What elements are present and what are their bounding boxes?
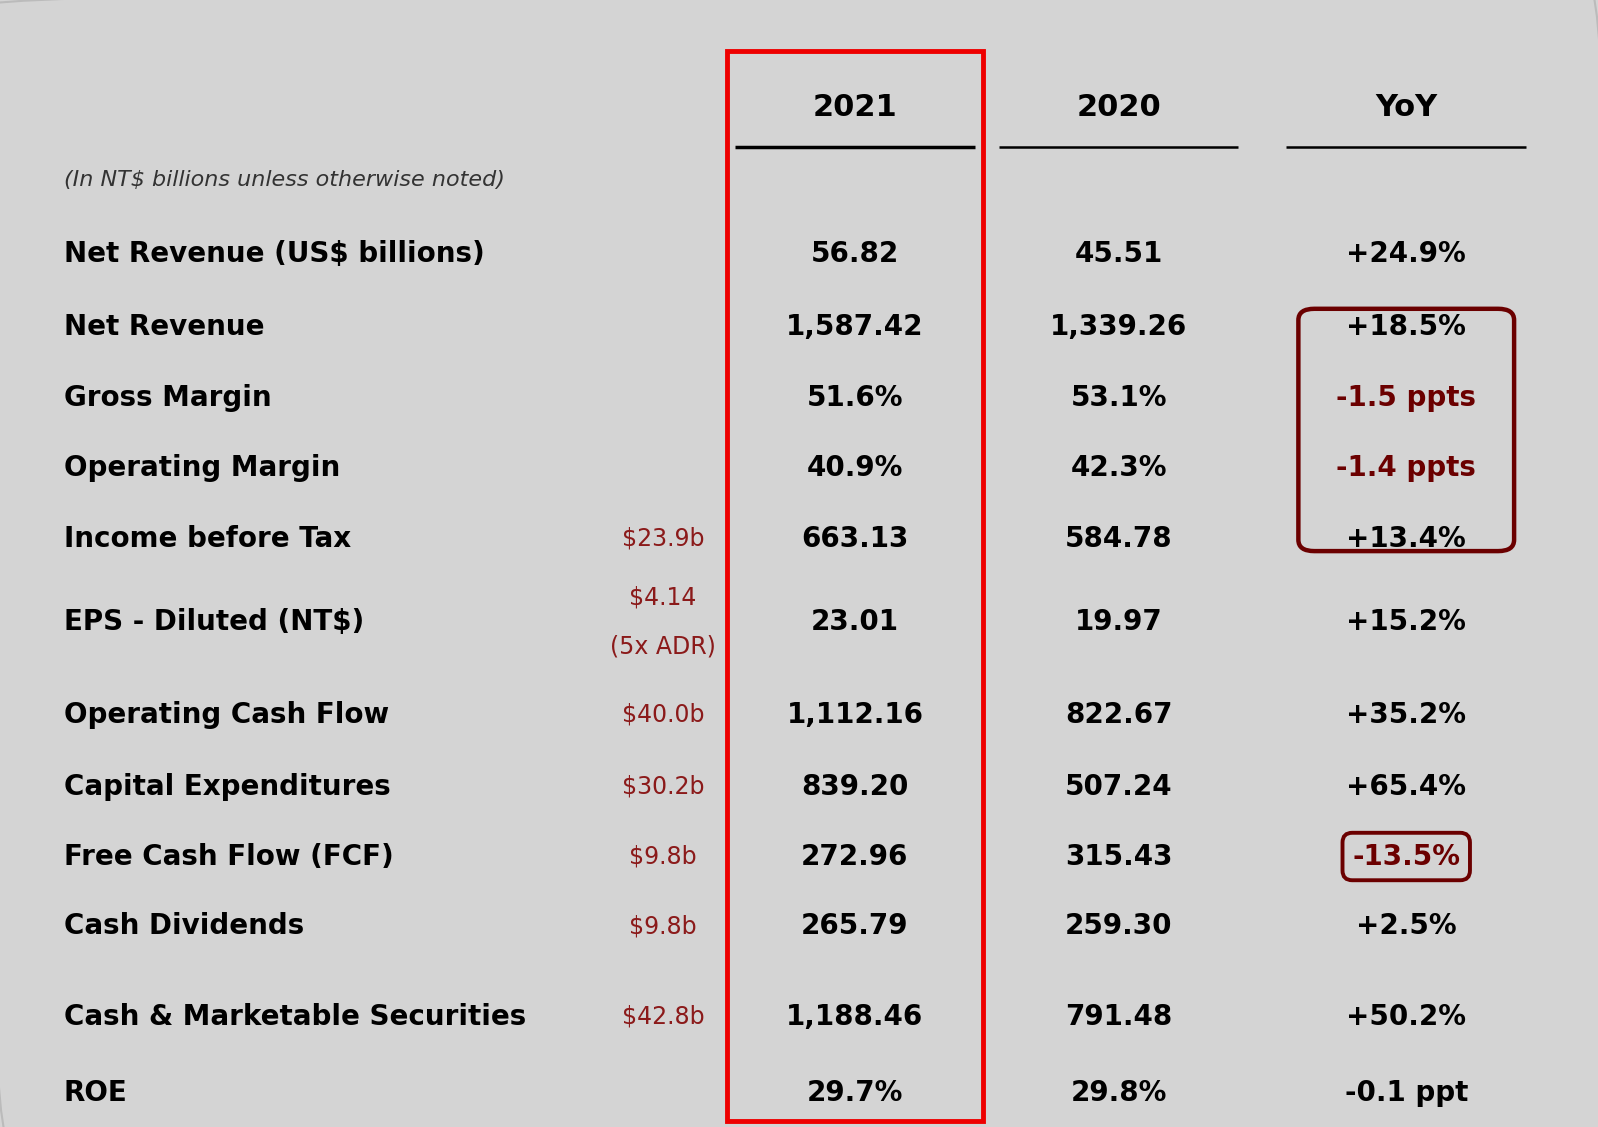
Text: 663.13: 663.13 (801, 525, 909, 552)
Text: 29.7%: 29.7% (807, 1080, 903, 1107)
Text: +24.9%: +24.9% (1347, 240, 1465, 267)
Text: Net Revenue: Net Revenue (64, 313, 264, 340)
Text: 259.30: 259.30 (1064, 913, 1173, 940)
Text: $30.2b: $30.2b (622, 774, 705, 799)
Text: -1.5 ppts: -1.5 ppts (1336, 384, 1477, 411)
Text: 1,112.16: 1,112.16 (786, 701, 924, 728)
Text: -0.1 ppt: -0.1 ppt (1344, 1080, 1469, 1107)
Text: 265.79: 265.79 (801, 913, 909, 940)
Text: YoY: YoY (1376, 92, 1437, 122)
Text: Operating Margin: Operating Margin (64, 454, 340, 481)
Text: Cash & Marketable Securities: Cash & Marketable Securities (64, 1003, 526, 1030)
Text: $40.0b: $40.0b (622, 702, 705, 727)
Text: 45.51: 45.51 (1074, 240, 1163, 267)
Text: Net Revenue (US$ billions): Net Revenue (US$ billions) (64, 240, 484, 267)
Text: (In NT$ billions unless otherwise noted): (In NT$ billions unless otherwise noted) (64, 170, 505, 190)
Text: 1,587.42: 1,587.42 (786, 313, 924, 340)
Text: -13.5%: -13.5% (1352, 843, 1461, 870)
Text: +18.5%: +18.5% (1346, 313, 1467, 340)
Text: 839.20: 839.20 (801, 773, 909, 800)
Text: $4.14: $4.14 (630, 585, 697, 610)
Text: Income before Tax: Income before Tax (64, 525, 352, 552)
Text: 29.8%: 29.8% (1071, 1080, 1167, 1107)
Text: +65.4%: +65.4% (1346, 773, 1467, 800)
Text: 822.67: 822.67 (1064, 701, 1173, 728)
Text: +13.4%: +13.4% (1347, 525, 1465, 552)
Text: +15.2%: +15.2% (1346, 609, 1467, 636)
Text: -1.4 ppts: -1.4 ppts (1336, 454, 1477, 481)
Text: 507.24: 507.24 (1064, 773, 1173, 800)
Text: $9.8b: $9.8b (630, 844, 697, 869)
Text: ROE: ROE (64, 1080, 128, 1107)
Text: +2.5%: +2.5% (1357, 913, 1456, 940)
Text: 1,188.46: 1,188.46 (786, 1003, 924, 1030)
Text: $42.8b: $42.8b (622, 1004, 705, 1029)
Text: 56.82: 56.82 (810, 240, 900, 267)
Text: 40.9%: 40.9% (807, 454, 903, 481)
Text: Operating Cash Flow: Operating Cash Flow (64, 701, 388, 728)
Text: 315.43: 315.43 (1064, 843, 1173, 870)
Text: 791.48: 791.48 (1064, 1003, 1173, 1030)
Text: 272.96: 272.96 (801, 843, 909, 870)
Text: +35.2%: +35.2% (1346, 701, 1467, 728)
Text: Free Cash Flow (FCF): Free Cash Flow (FCF) (64, 843, 393, 870)
Text: $23.9b: $23.9b (622, 526, 705, 551)
Text: $9.8b: $9.8b (630, 914, 697, 939)
Text: (5x ADR): (5x ADR) (610, 635, 716, 659)
Text: EPS - Diluted (NT$): EPS - Diluted (NT$) (64, 609, 364, 636)
Text: 584.78: 584.78 (1064, 525, 1173, 552)
Text: +50.2%: +50.2% (1346, 1003, 1467, 1030)
Text: Cash Dividends: Cash Dividends (64, 913, 304, 940)
Text: Capital Expenditures: Capital Expenditures (64, 773, 390, 800)
Text: 23.01: 23.01 (810, 609, 900, 636)
Text: 2020: 2020 (1075, 92, 1162, 122)
Text: 42.3%: 42.3% (1071, 454, 1167, 481)
Text: 51.6%: 51.6% (807, 384, 903, 411)
Text: Gross Margin: Gross Margin (64, 384, 272, 411)
Text: 19.97: 19.97 (1075, 609, 1162, 636)
Text: 1,339.26: 1,339.26 (1050, 313, 1187, 340)
Text: 53.1%: 53.1% (1071, 384, 1167, 411)
Text: 2021: 2021 (812, 92, 898, 122)
